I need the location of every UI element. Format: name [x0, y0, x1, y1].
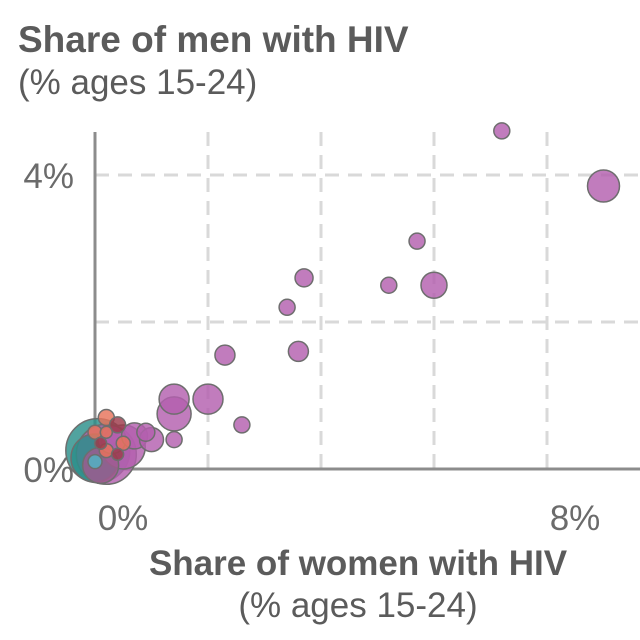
- data-point: [493, 122, 511, 140]
- data-point: [586, 169, 621, 203]
- data-point: [287, 340, 310, 363]
- x-tick-label: 8%: [550, 499, 601, 538]
- data-point: [165, 430, 183, 449]
- y-tick-label: 4%: [23, 157, 74, 196]
- data-point: [380, 276, 398, 294]
- data-point: [420, 271, 448, 299]
- data-point: [136, 422, 156, 442]
- chart-title-unit: (% ages 15-24): [18, 63, 257, 102]
- x-axis-label: Share of women with HIV: [149, 544, 568, 583]
- data-point: [294, 268, 314, 288]
- data-point: [115, 435, 131, 452]
- data-point: [110, 447, 125, 462]
- tick-labels: 0% 4% 0% 8%: [23, 157, 600, 538]
- data-point: [192, 383, 224, 415]
- x-axis-label-unit: (% ages 15-24): [238, 586, 477, 625]
- x-tick-label: 0%: [98, 499, 149, 538]
- data-point: [87, 453, 103, 470]
- data-point: [99, 425, 114, 439]
- data-point: [408, 232, 426, 250]
- y-tick-label: 0%: [23, 451, 74, 490]
- chart-title: Share of men with HIV: [18, 19, 409, 60]
- data-point: [158, 383, 190, 415]
- data-point: [93, 436, 108, 451]
- data-point: [214, 344, 236, 366]
- data-point: [233, 416, 251, 434]
- data-point: [108, 416, 127, 434]
- data-points: [65, 122, 621, 486]
- data-point: [278, 298, 296, 317]
